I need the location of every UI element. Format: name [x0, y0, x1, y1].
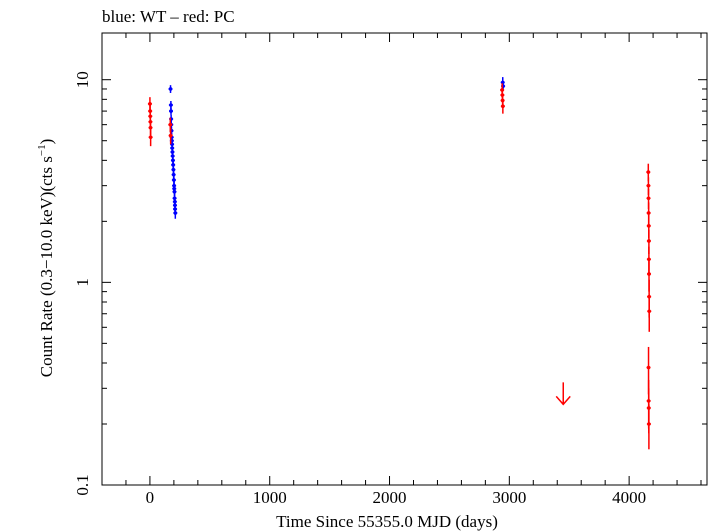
data-points [147, 77, 652, 450]
y-axis-label: Count Rate (0.3−10.0 keV)(cts s−1) [36, 139, 56, 378]
data-point-wt [172, 187, 177, 197]
x-tick-label: 0 [146, 488, 155, 507]
data-point-pc [168, 127, 173, 145]
y-axis-ticks: 0.1 1 10 [73, 71, 707, 496]
data-point-pc [148, 129, 153, 147]
y-axis-label-sup: −1 [36, 144, 48, 156]
x-tick-label: 3000 [492, 488, 526, 507]
y-tick-label: 1 [73, 278, 92, 287]
x-axis-ticks: 0 1000 2000 3000 4000 [101, 33, 702, 507]
data-point-wt [173, 207, 178, 219]
chart-title: blue: WT – red: PC [102, 7, 235, 26]
plot-frame [101, 32, 708, 486]
x-tick-label: 4000 [612, 488, 646, 507]
y-tick-label: 10 [73, 71, 92, 88]
x-tick-label: 2000 [373, 488, 407, 507]
x-tick-label: 1000 [253, 488, 287, 507]
x-axis-label: Time Since 55355.0 MJD (days) [276, 512, 498, 531]
data-point-wt [168, 85, 173, 93]
y-axis-label-end: ) [37, 139, 56, 145]
y-axis-label-main: Count Rate (0.3−10.0 keV)(cts s [37, 156, 56, 377]
upper-limit-arrow [555, 382, 571, 406]
data-point-pc [647, 294, 652, 332]
data-point-pc [500, 99, 505, 114]
y-tick-label: 0.1 [73, 474, 92, 495]
data-point-wt [169, 107, 174, 115]
data-point-pc [646, 404, 651, 450]
